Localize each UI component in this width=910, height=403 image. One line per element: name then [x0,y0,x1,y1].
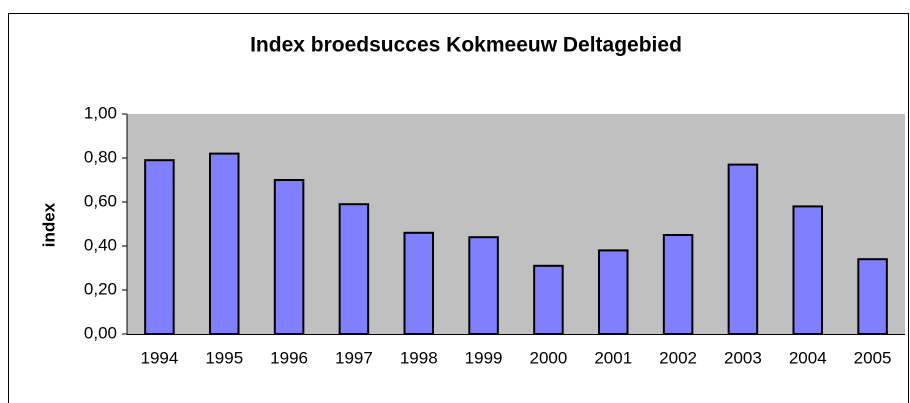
y-tick-label: 1,00 [84,103,117,122]
x-tick-label: 2003 [724,348,762,367]
plot-area [127,114,905,334]
x-tick-label: 1996 [270,348,308,367]
x-tick-label: 1999 [465,348,503,367]
bar [792,205,824,335]
x-tick-label: 2002 [659,348,697,367]
bar [273,179,305,335]
y-axis-label: index [39,202,58,247]
y-tick-label: 0,20 [84,279,117,298]
y-tick-label: 0,60 [84,191,117,210]
y-tick-label: 0,00 [84,323,117,342]
bar [857,258,888,336]
bar [533,264,564,335]
bar [727,163,759,335]
chart-title: Index broedsucces Kokmeeuw Deltagebied [250,34,682,57]
x-tick-label: 2001 [594,348,632,367]
x-tick-label: 2004 [789,348,827,367]
bar [338,203,370,335]
bar [403,231,435,335]
x-tick-label: 2005 [854,348,892,367]
y-tick-label: 0,80 [84,147,117,166]
x-tick-label: 1994 [141,348,179,367]
x-tick-label: 2000 [530,348,568,367]
bar [208,152,240,335]
x-tick-label: 1995 [205,348,243,367]
bar [468,236,499,335]
y-tick-label: 0,40 [84,235,117,254]
bar [597,249,629,335]
x-tick-label: 1998 [400,348,438,367]
bar [662,234,694,335]
bar [144,159,175,335]
x-tick-label: 1997 [335,348,373,367]
